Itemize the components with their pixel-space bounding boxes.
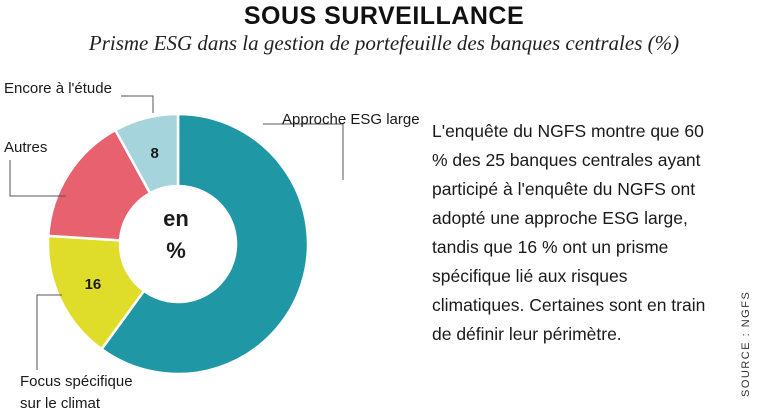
center-label-1: %: [166, 238, 186, 263]
slice-label-3: Encore à l'étude: [4, 80, 112, 97]
description-text: L'enquête du NGFS montre que 60 % des 25…: [432, 121, 706, 344]
leader-line-2: [9, 160, 66, 197]
leader-line-1: [36, 294, 62, 370]
center-label-0: en: [163, 206, 189, 231]
slice-label-2: Autres: [4, 139, 47, 156]
chart-title: SOUS SURVEILLANCE: [243, 2, 525, 30]
chart-subtitle: Prisme ESG dans la gestion de portefeuil…: [88, 31, 680, 55]
slice-3: [113, 112, 180, 195]
slice-label-1-line-0: Focus spécifique: [20, 373, 133, 390]
source-label: SOURCE : NGFS: [740, 290, 752, 397]
leader-line-3: [121, 95, 154, 113]
slice-label-0: Approche ESG large: [282, 111, 420, 128]
slice-value-label-1: 16: [85, 276, 102, 293]
slice-label-1-line-1: sur le climat: [20, 395, 101, 412]
slice-value-label-3: 8: [150, 145, 158, 162]
leader-line-0: [263, 123, 344, 180]
slice-0: [99, 112, 310, 376]
